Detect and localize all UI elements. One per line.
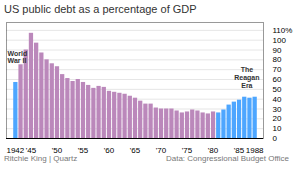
svg-text:'65: '65 (130, 146, 141, 154)
svg-text:50: 50 (273, 85, 282, 94)
svg-text:TheReaganEra: TheReaganEra (234, 66, 259, 88)
svg-text:'75: '75 (182, 146, 193, 154)
svg-text:'60: '60 (104, 146, 115, 154)
svg-text:'45: '45 (26, 146, 37, 154)
svg-text:WorldWar II: WorldWar II (8, 50, 28, 65)
svg-text:20: 20 (273, 114, 282, 123)
svg-text:110%: 110% (273, 26, 293, 35)
html-text:Ritchie King | Quartz: Ritchie King | Quartz (4, 154, 78, 163)
svg-text:30: 30 (273, 105, 282, 114)
svg-text:60: 60 (273, 75, 282, 84)
svg-text:'55: '55 (78, 146, 89, 154)
svg-text:'85: '85 (234, 146, 245, 154)
svg-text:0: 0 (273, 134, 278, 143)
html-text:US public debt as a percentage: US public debt as a percentage of GDP (4, 3, 197, 15)
svg-text:80: 80 (273, 55, 282, 64)
svg-text:'50: '50 (52, 146, 63, 154)
svg-text:'80: '80 (208, 146, 219, 154)
svg-text:'70: '70 (156, 146, 167, 154)
html-text:Data: Congressional Budget Off: Data: Congressional Budget Office (166, 154, 289, 163)
svg-text:40: 40 (273, 95, 282, 104)
svg-text:90: 90 (273, 46, 282, 55)
svg-text:10: 10 (273, 124, 282, 133)
svg-text:70: 70 (273, 65, 282, 74)
svg-text:100: 100 (273, 36, 287, 45)
svg-text:1942: 1942 (6, 146, 24, 154)
svg-text:1988: 1988 (246, 146, 264, 154)
